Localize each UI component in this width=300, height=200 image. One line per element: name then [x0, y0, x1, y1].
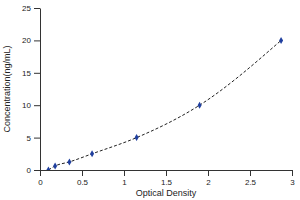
- tick: 0.5: [77, 170, 89, 187]
- chart: 0 0.5 1 1.5 2 2.5 3 0 5 10 15 20 25 Optical Density Co…: [0, 0, 300, 200]
- tick: 1.5: [161, 170, 173, 187]
- tick-label: 0: [38, 178, 43, 187]
- plot: 0 0.5 1 1.5 2 2.5 3 0 5 10 15 20 25: [22, 4, 295, 187]
- axis-line: [40, 9, 41, 171]
- tick-mark: [40, 170, 41, 176]
- tick: 20: [22, 36, 40, 45]
- tick: 15: [22, 69, 40, 78]
- tick-label: 3: [290, 178, 295, 187]
- tick: 10: [22, 101, 40, 110]
- curve: [48, 40, 281, 170]
- tick-label: 1.5: [161, 178, 173, 187]
- tick-label: 20: [22, 36, 31, 45]
- tick-mark: [34, 73, 40, 74]
- point: [67, 158, 71, 165]
- y-axis-title: Concentration(ng/mL): [2, 45, 12, 132]
- tick-mark: [166, 170, 167, 176]
- tick: 0: [27, 166, 40, 175]
- point: [46, 167, 50, 170]
- tick-mark: [250, 170, 251, 176]
- x-axis: 0 0.5 1 1.5 2 2.5 3: [38, 170, 295, 187]
- tick-mark: [34, 170, 40, 171]
- tick-label: 0: [27, 166, 32, 175]
- tick-mark: [82, 170, 83, 176]
- tick-label: 1: [122, 178, 127, 187]
- tick-label: 2: [206, 178, 211, 187]
- point: [90, 150, 94, 157]
- tick-mark: [34, 40, 40, 41]
- tick-label: 5: [27, 134, 32, 143]
- tick-mark: [34, 8, 40, 9]
- tick-label: 2.5: [245, 178, 257, 187]
- tick-label: 10: [22, 101, 31, 110]
- x-axis-title: Optical Density: [136, 188, 197, 198]
- tick: 5: [27, 134, 40, 143]
- tick-label: 0.5: [77, 178, 89, 187]
- tick-mark: [34, 138, 40, 139]
- marks: [46, 37, 283, 170]
- tick: 2: [206, 170, 211, 187]
- point: [279, 37, 283, 44]
- tick-mark: [124, 170, 125, 176]
- tick: 1: [122, 170, 127, 187]
- point: [135, 134, 139, 141]
- tick: 0: [38, 170, 43, 187]
- y-axis: 0 5 10 15 20 25: [22, 4, 40, 175]
- tick-mark: [208, 170, 209, 176]
- tick-mark: [292, 170, 293, 176]
- tick-mark: [34, 105, 40, 106]
- tick-label: 25: [22, 4, 31, 13]
- tick: 25: [22, 4, 40, 13]
- point: [198, 102, 202, 109]
- tick: 2.5: [245, 170, 257, 187]
- point: [53, 162, 57, 169]
- tick: 3: [290, 170, 295, 187]
- tick-label: 15: [22, 69, 31, 78]
